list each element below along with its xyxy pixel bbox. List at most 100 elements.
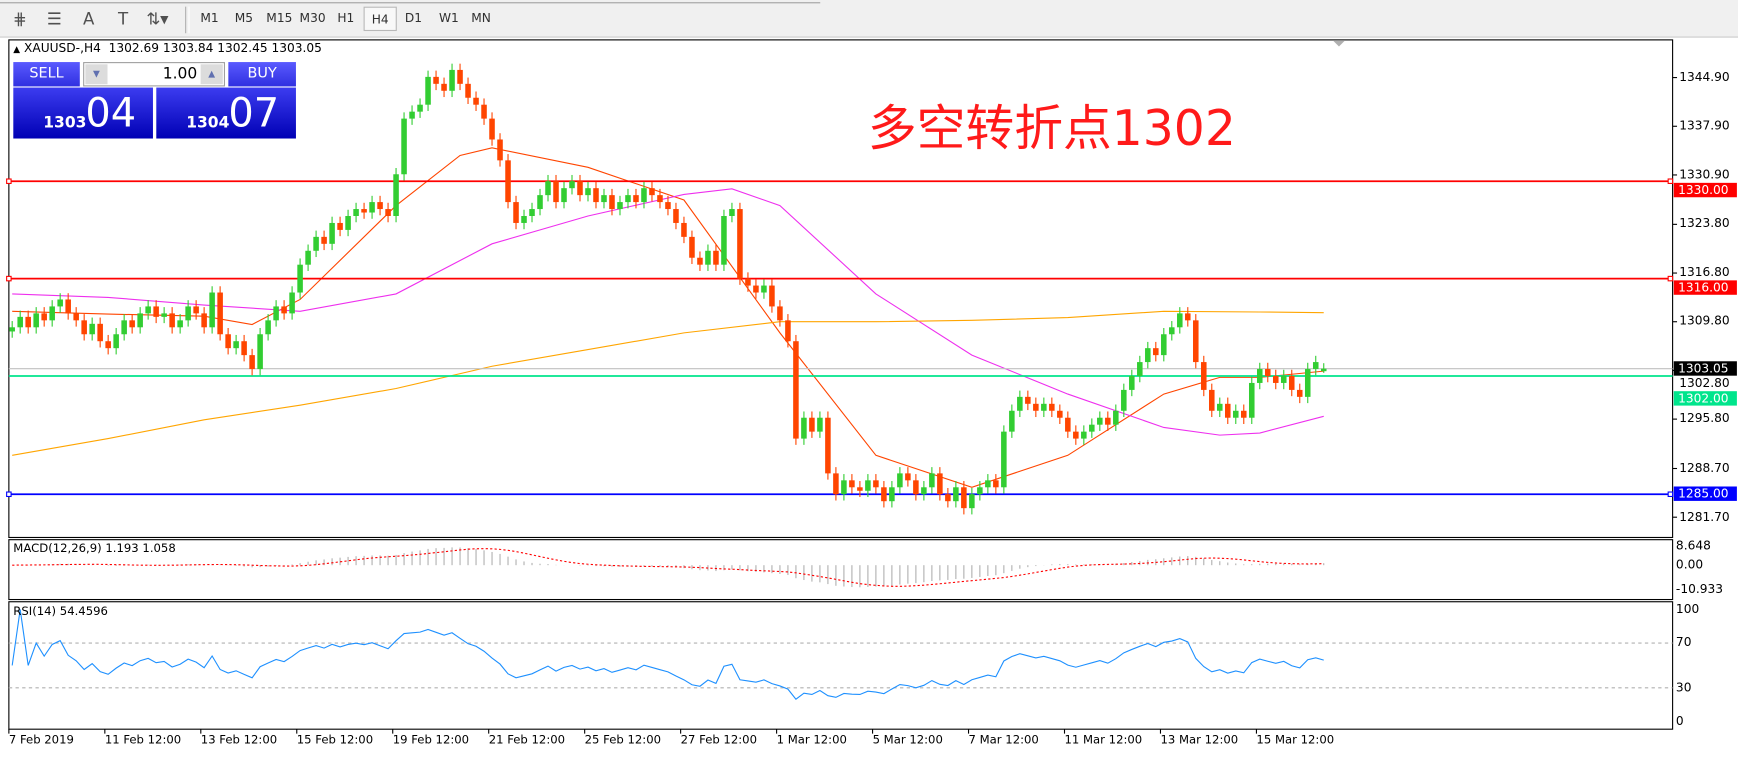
increase-lot-icon[interactable]: ▲ [200,64,223,85]
candle-body [873,480,879,488]
candle-body [993,480,999,488]
candle [417,98,423,118]
toolbar-divider [0,2,821,4]
candle [337,216,343,237]
candle-body [1193,320,1199,363]
candle-body [49,306,55,321]
toolbar-separator [185,6,190,34]
collapse-triangle-icon[interactable]: ▲ [13,44,21,55]
candle-body [321,236,327,244]
candle-body [665,202,671,210]
candle [761,279,767,299]
candle [281,300,287,320]
candle-body [1225,403,1231,418]
candle [217,286,223,341]
candle-body [913,480,919,495]
timeframe-h4-button[interactable]: H4 [363,6,397,32]
candle-body [1296,389,1303,397]
candle-body [25,316,31,328]
level-anchor-handle [1667,178,1674,184]
candle [873,474,879,494]
candle [145,300,151,320]
timeframe-m30-button[interactable]: M30 [299,11,326,26]
text-label-icon[interactable]: T [117,8,129,29]
sell-price-prefix: 1303 [43,114,87,132]
candle [33,307,39,334]
text-icon[interactable]: A [82,8,95,29]
buy-button[interactable]: BUY [228,62,296,87]
arrows-icon[interactable]: ⇅▾ [146,8,169,29]
candle [385,202,391,223]
candle [113,327,119,355]
candle-body [761,285,767,293]
candle [1225,397,1231,424]
candle-body [1129,375,1135,390]
candle [1288,369,1295,397]
candle [745,272,751,292]
timeframe-h1-button[interactable]: H1 [337,11,355,26]
decrease-lot-icon[interactable]: ▼ [85,64,108,85]
rsi-panel [8,601,1674,730]
timeframe-w1-button[interactable]: W1 [439,11,459,26]
candle [1217,397,1223,418]
timeframe-mn-button[interactable]: MN [471,11,491,26]
candle-body [233,341,239,349]
candle [153,300,159,324]
lot-size-stepper[interactable]: ▼ 1.00 ▲ [83,62,226,87]
candle [1240,404,1247,424]
candle [457,63,463,91]
candle-body [161,313,167,317]
macd-axis-label: 0.00 [1675,557,1704,572]
timeframe-m1-button[interactable]: M1 [200,11,219,26]
fibonacci-fan-icon[interactable]: ⋕ [12,8,27,29]
candle-body [809,417,815,432]
candle [65,293,71,320]
candle-body [929,473,935,488]
candle-body [769,285,775,307]
candle [721,209,727,271]
lot-size-input[interactable]: 1.00 [162,65,198,84]
candle-body [697,257,703,265]
candle-body [313,236,319,251]
candle [545,174,551,202]
rsi-axis-label: 30 [1675,680,1692,695]
timeframe-m5-button[interactable]: M5 [234,11,253,26]
candle-body [681,222,687,237]
candle [617,195,623,216]
candle [529,202,535,223]
candle-body [97,323,103,342]
candle-body [793,341,799,439]
price-axis-label: 1330.90 [1679,167,1730,182]
level-anchor-handle [1667,275,1674,282]
candle-body [289,292,295,314]
candle-body [457,69,463,84]
candle-body [841,480,847,495]
candle [569,174,575,195]
candle-body [1001,431,1007,488]
candle [177,314,183,334]
fibonacci-lines-icon[interactable]: ☰ [46,8,62,29]
candle-body [1113,410,1119,425]
current-price-label: 1303.05 [1673,361,1737,376]
candle [849,474,855,494]
timeframe-d1-button[interactable]: D1 [404,11,423,26]
candle [1049,397,1055,418]
candle-body [329,222,335,244]
buy-price-button[interactable]: 1304 07 [156,87,296,139]
candle [1312,355,1319,376]
sell-price-button[interactable]: 1303 04 [13,87,153,139]
candle [673,202,679,230]
candle [1081,425,1087,445]
candle-body [1121,389,1127,411]
candle-body [881,487,887,502]
candle-body [57,299,63,307]
candle [489,112,495,146]
candle-body [241,341,247,356]
candle-body [169,313,175,328]
timeframe-m15-button[interactable]: M15 [266,11,293,26]
sell-button[interactable]: SELL [13,62,80,87]
candle [241,334,247,362]
candle-body [249,355,255,370]
candle-body [1073,431,1079,439]
candle-body [193,306,199,314]
